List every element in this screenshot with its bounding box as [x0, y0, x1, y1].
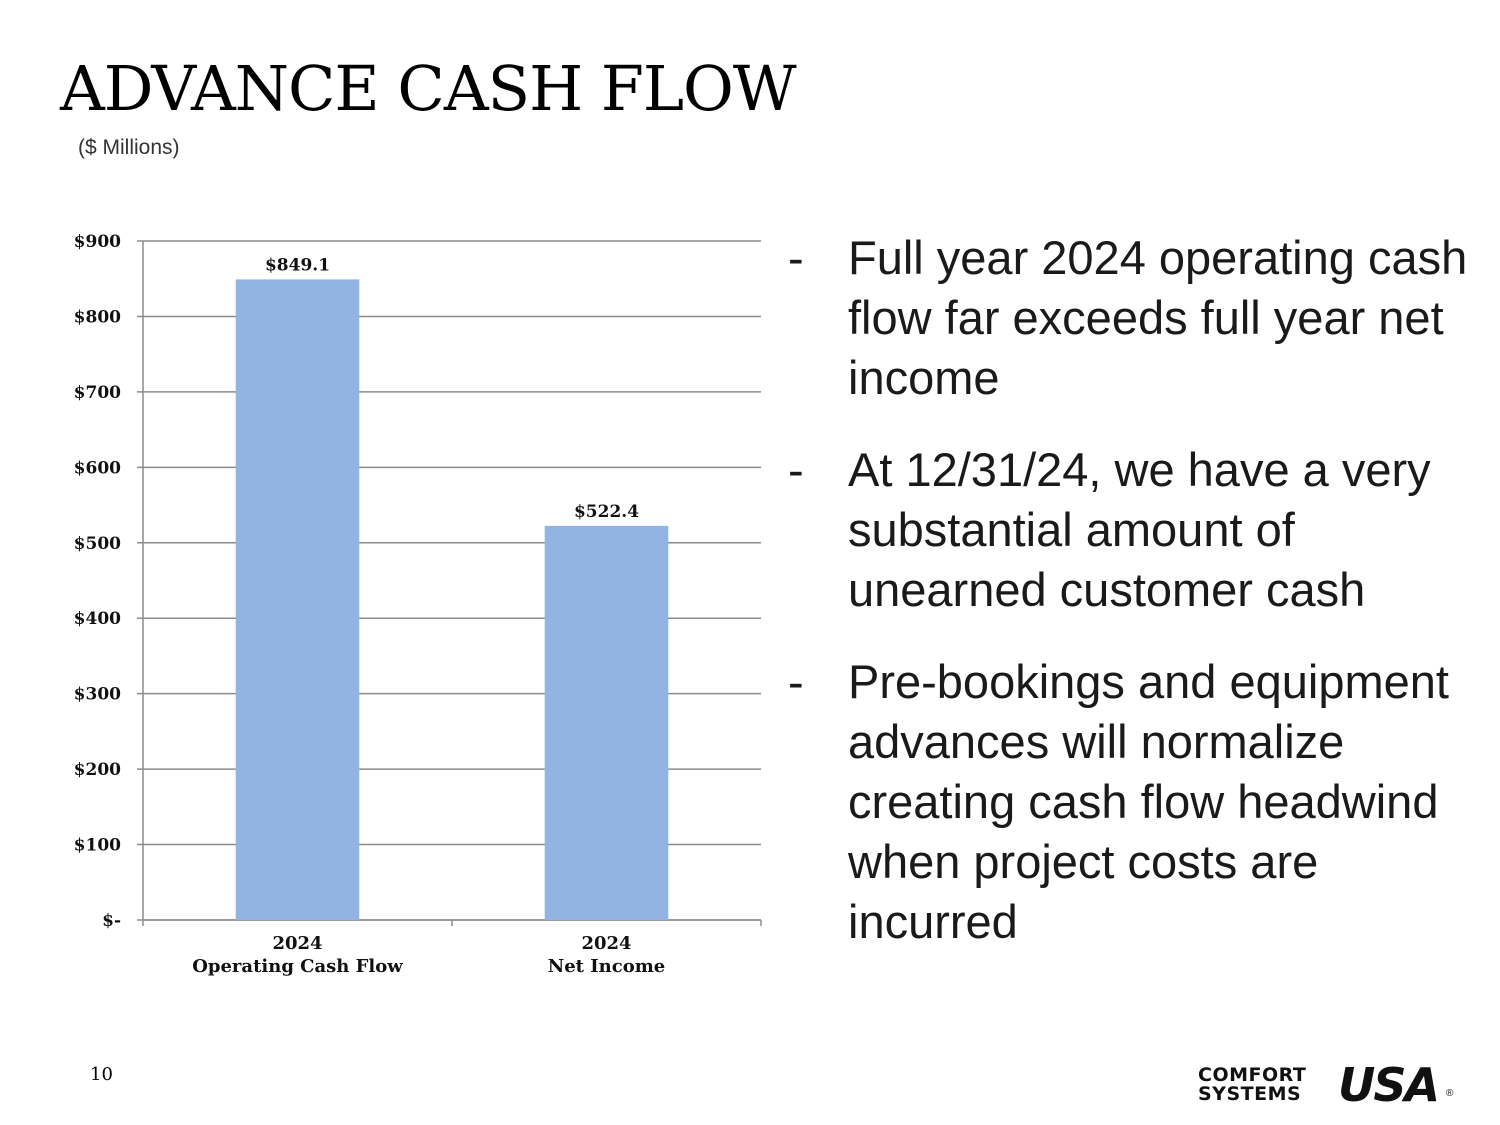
y-tick-label: $600: [74, 458, 121, 478]
y-tick-label: $300: [74, 685, 121, 705]
bar-chart: $- $100 $200 $300 $400 $500 $600 $700 $800 $900 $8…: [74, 232, 762, 977]
bullet-marker: -: [788, 443, 804, 496]
bullet-text: At 12/31/24, we have a very substantial …: [848, 443, 1431, 616]
logo-line-systems: SYSTEMS: [1198, 1083, 1302, 1105]
bullet-text: Pre-bookings and equipment advances will…: [848, 655, 1449, 948]
x-category-label: 2024: [581, 933, 631, 954]
bullet-marker: -: [788, 231, 804, 284]
page-number: 10: [90, 1064, 113, 1085]
bullet-item: - Full year 2024 operating cash flow far…: [788, 228, 1468, 408]
units-subtitle: ($ Millions): [78, 136, 180, 159]
bullet-text: Full year 2024 operating cash flow far e…: [848, 231, 1468, 404]
slide-title: ADVANCE CASH FLOW: [60, 52, 797, 125]
x-category-label: Operating Cash Flow: [192, 956, 403, 977]
y-tick-label: $400: [74, 609, 121, 629]
data-label: $522.4: [574, 502, 639, 522]
y-tick-label: $200: [74, 760, 121, 780]
bullet-marker: -: [788, 655, 804, 708]
y-tick-label: $700: [74, 383, 121, 403]
y-tick-label: $500: [74, 534, 121, 554]
x-category-label: Net Income: [548, 956, 665, 977]
x-category-label: 2024: [272, 933, 322, 954]
bullet-item: - Pre-bookings and equipment advances wi…: [788, 652, 1468, 952]
bar: [544, 525, 669, 920]
bullet-item: - At 12/31/24, we have a very substantia…: [788, 440, 1468, 620]
logo-registered-mark: ®: [1446, 1088, 1454, 1099]
y-tick-label: $900: [74, 232, 121, 252]
y-tick-label: $800: [74, 307, 121, 327]
comfort-systems-usa-logo: COMFORT SYSTEMS USA ®: [1198, 1062, 1460, 1110]
data-label: $849.1: [265, 255, 330, 275]
logo-line-comfort: COMFORT: [1198, 1064, 1307, 1086]
bar: [235, 279, 360, 920]
bullet-list: - Full year 2024 operating cash flow far…: [788, 228, 1468, 984]
logo-usa-mark: USA: [1338, 1058, 1440, 1112]
y-tick-label: $100: [74, 836, 121, 856]
y-tick-label: $-: [102, 911, 121, 931]
